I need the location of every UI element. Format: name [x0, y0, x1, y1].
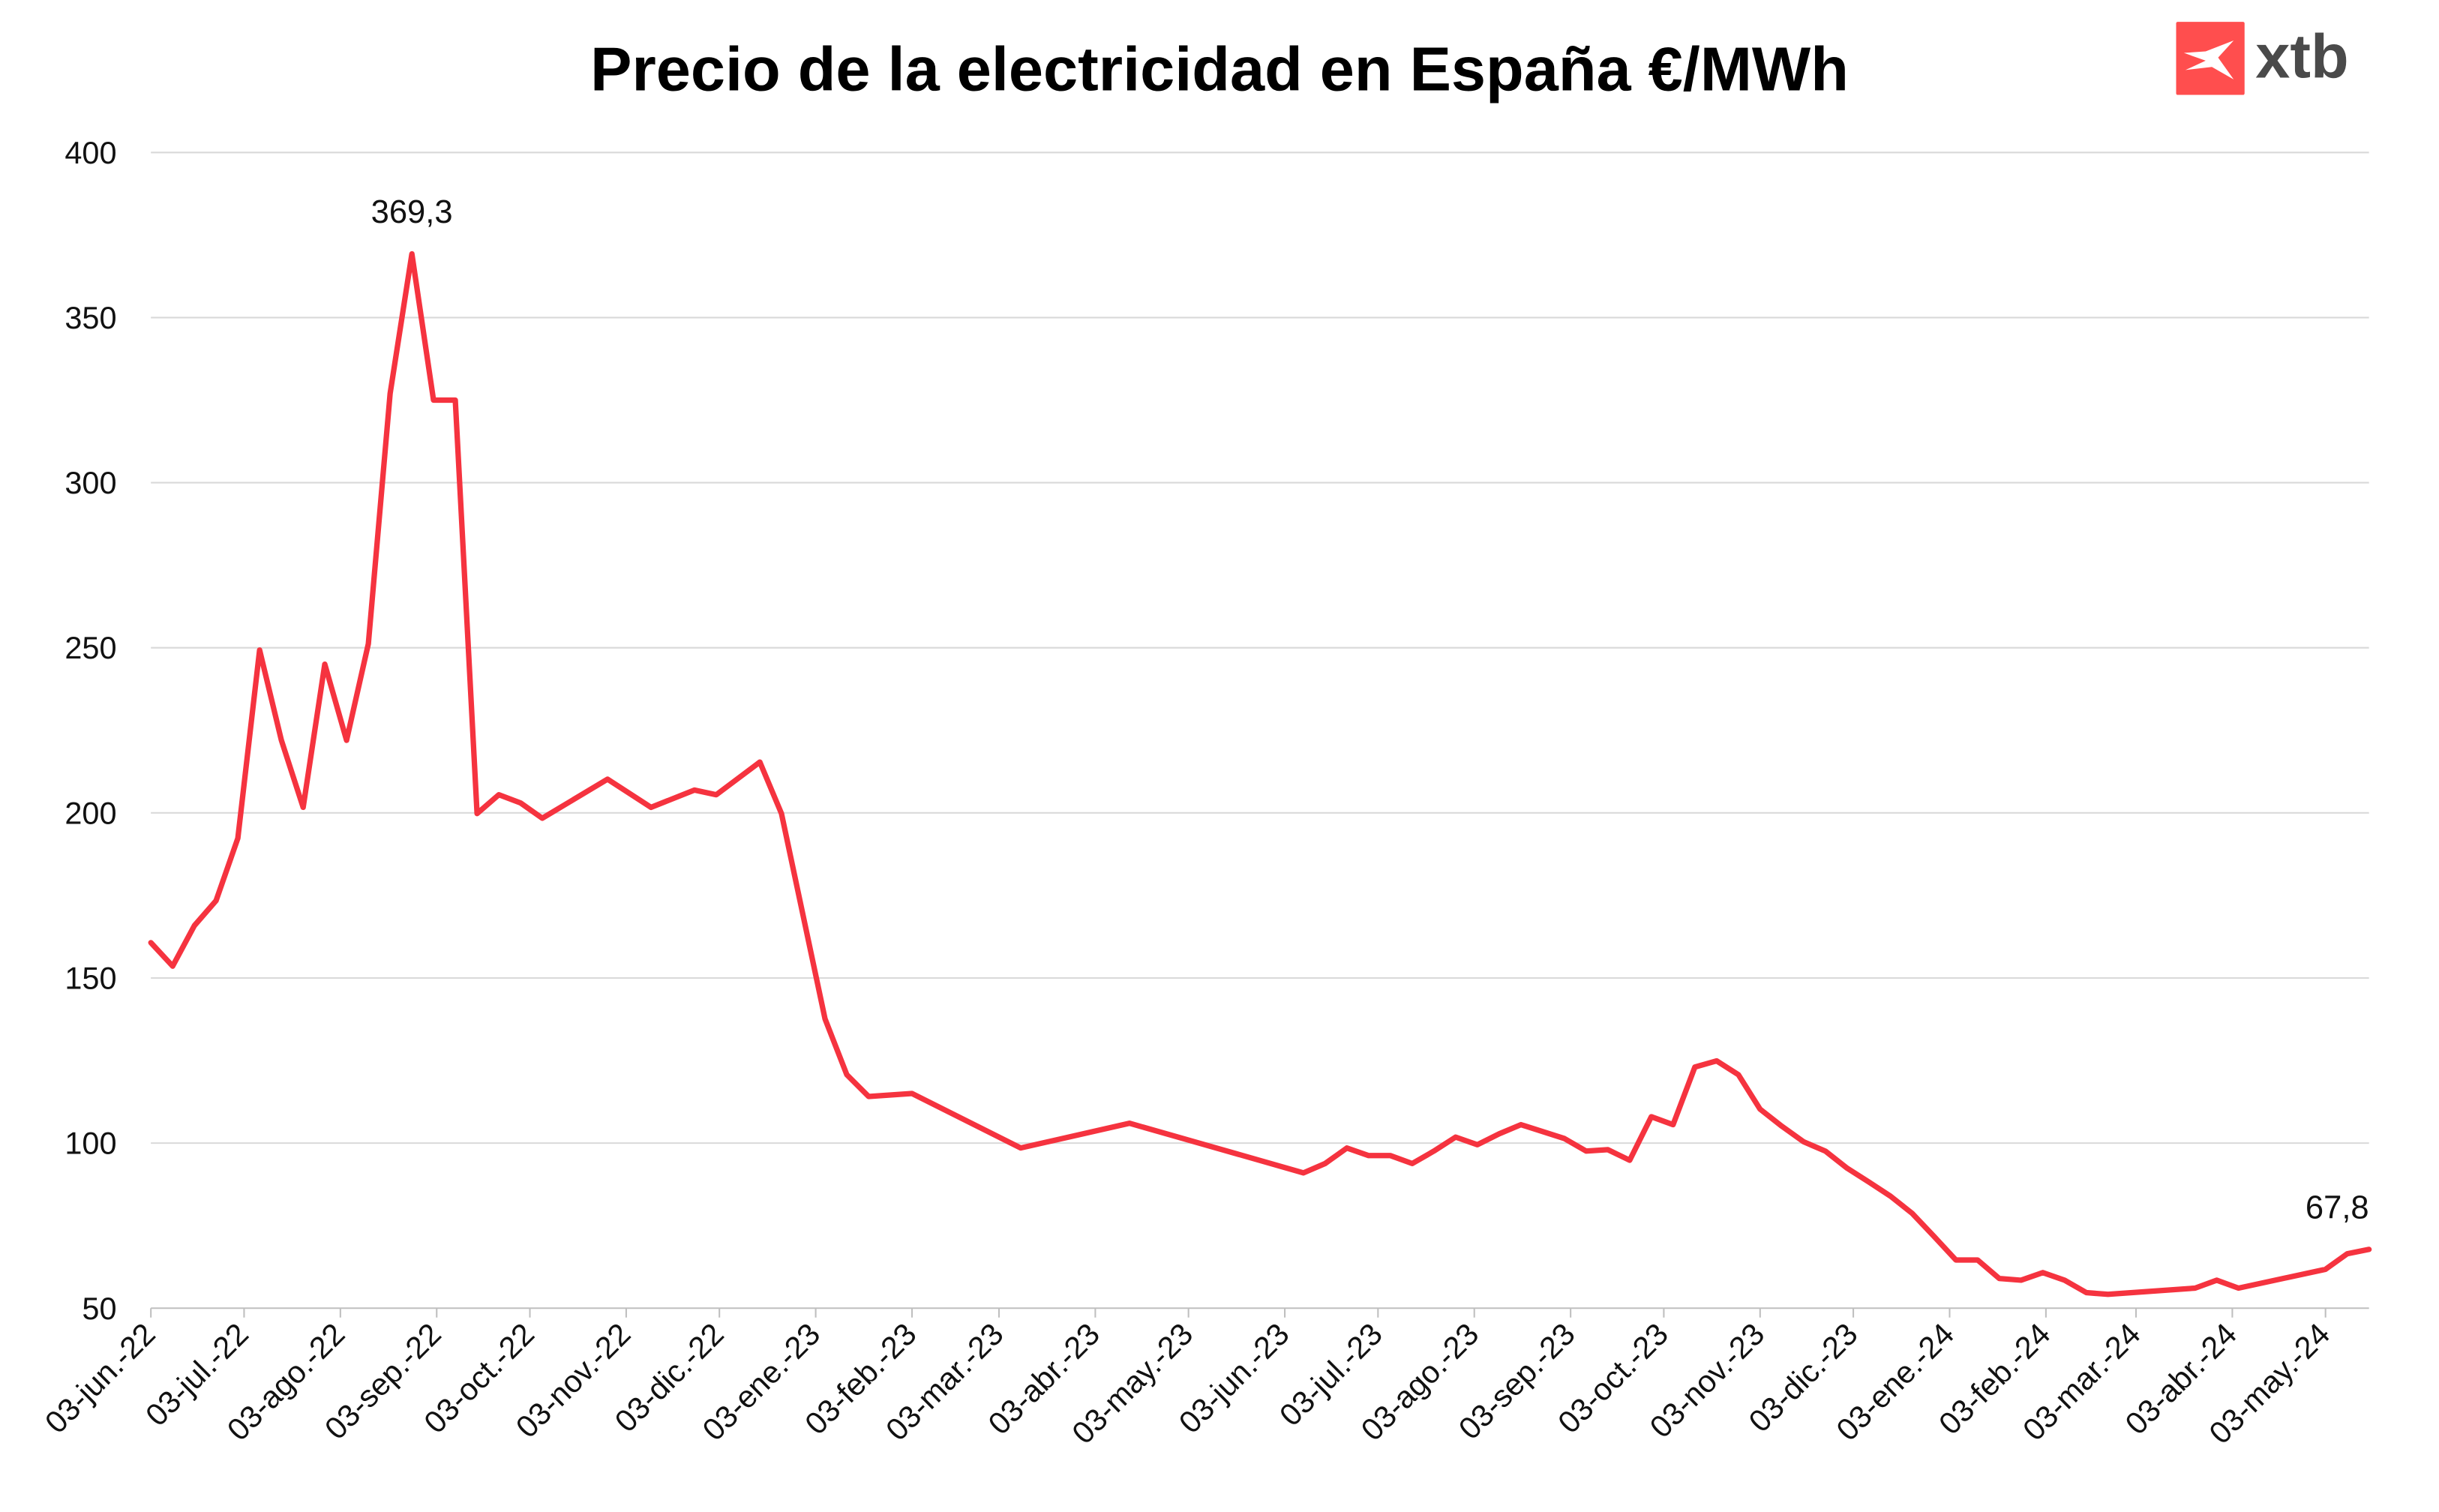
- y-tick-label: 350: [64, 300, 116, 335]
- y-axis: 50 100 150 200 250 300 350 400: [64, 135, 116, 1326]
- xtb-logo: xtb: [2176, 22, 2349, 95]
- grid: [151, 152, 2369, 1144]
- price-line: [148, 250, 2372, 1298]
- y-tick-label: 50: [82, 1291, 116, 1326]
- logo-x-icon: [2183, 40, 2234, 80]
- x-axis: 03-jun.-2203-jul.-2203-ago.-2203-sep.-22…: [38, 1307, 2369, 1450]
- data-label: 67,8: [2306, 1190, 2369, 1226]
- logo-text: xtb: [2255, 22, 2348, 92]
- x-tick-label: 03-jun.-22: [38, 1316, 162, 1440]
- y-tick-label: 150: [64, 961, 116, 996]
- annotations: 369,3 67,8: [371, 194, 2369, 1226]
- series: [148, 250, 2372, 1298]
- y-tick-label: 300: [64, 465, 116, 500]
- y-tick-label: 400: [64, 135, 116, 170]
- data-label: 369,3: [371, 194, 453, 230]
- y-tick-label: 200: [64, 795, 116, 830]
- chart-title: Precio de la electricidad en España €/MW…: [590, 34, 1849, 104]
- y-tick-label: 250: [64, 630, 116, 665]
- y-tick-label: 100: [64, 1126, 116, 1161]
